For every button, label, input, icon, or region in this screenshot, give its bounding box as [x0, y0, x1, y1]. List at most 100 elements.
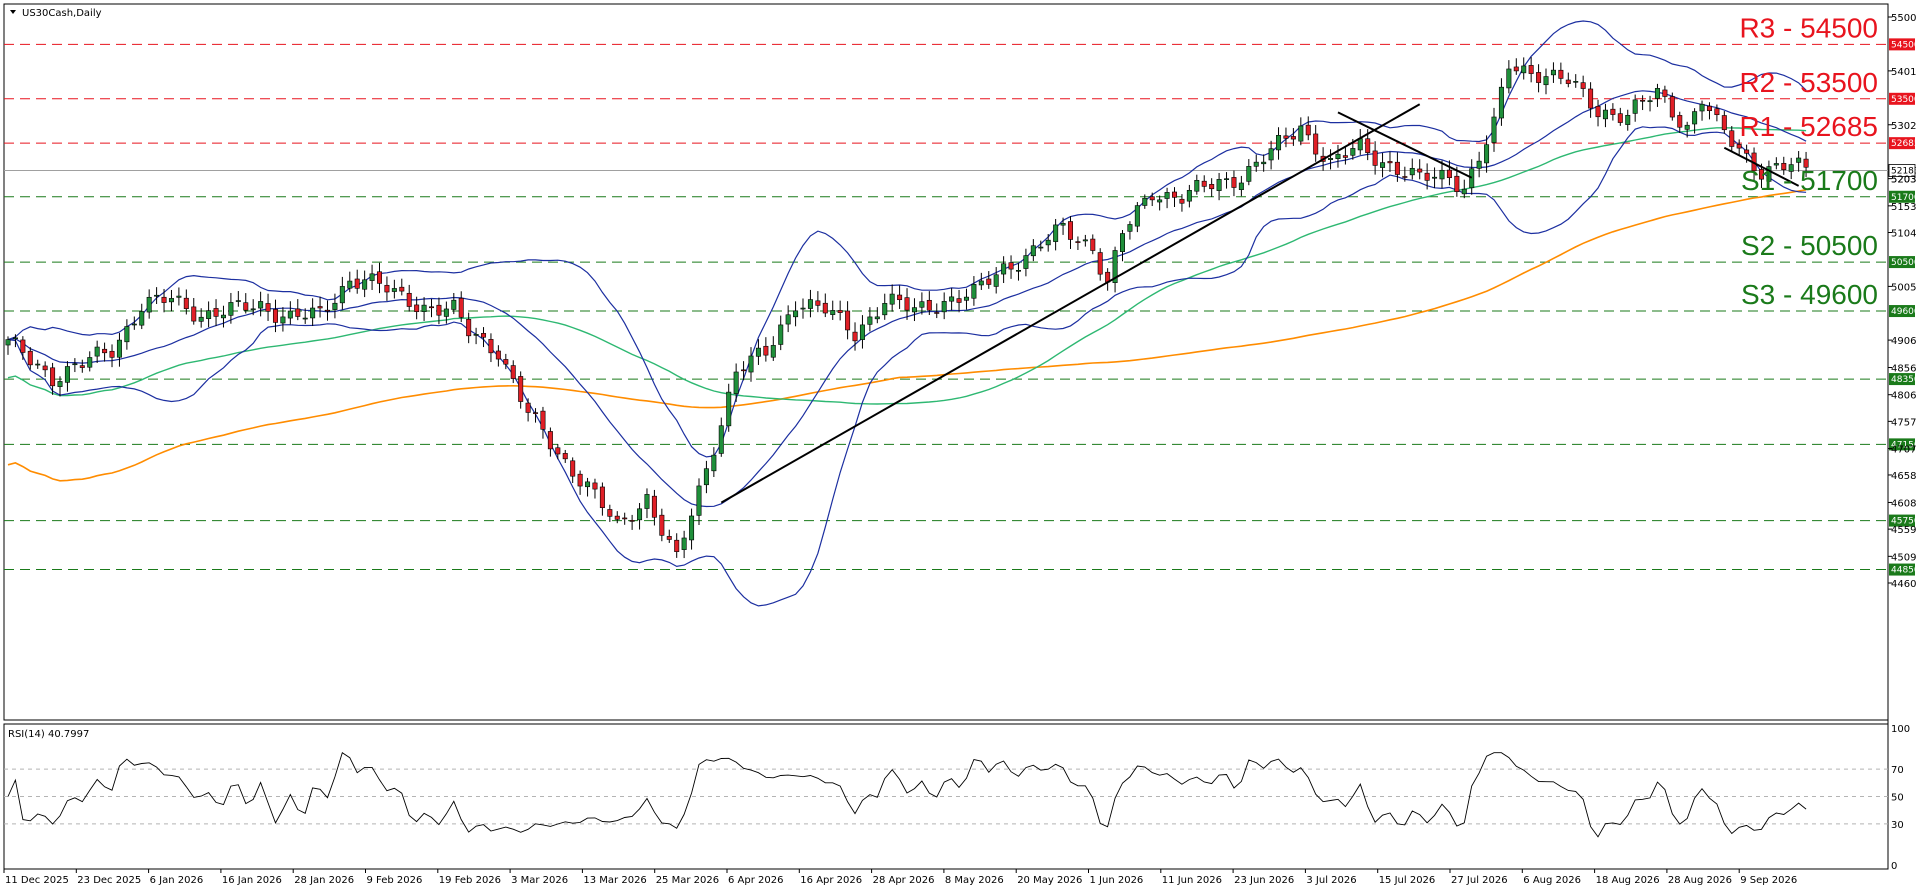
candle-body-214	[1595, 105, 1601, 118]
level-label-2: R1 - 52685	[1739, 111, 1878, 142]
level-label-0: R3 - 54500	[1739, 12, 1878, 43]
candle-body-53	[399, 286, 405, 292]
level-badge-7	[1889, 438, 1915, 451]
candle-body-236	[1758, 169, 1764, 180]
candle-body-76	[570, 460, 576, 477]
candle-body-48	[362, 279, 368, 290]
candle-body-16	[124, 326, 130, 343]
candle-body-33	[250, 308, 256, 311]
level-badge-2	[1889, 137, 1915, 150]
candle-body-116	[867, 316, 873, 325]
candle-body-205	[1528, 65, 1534, 74]
candle-body-197	[1469, 168, 1475, 189]
rsi-title: RSI(14) 40.7997	[8, 729, 89, 740]
y-tick-label-0: 55003	[1891, 13, 1916, 24]
x-tick-label-18: 3 Jul 2026	[1306, 875, 1356, 886]
rsi-tick-label-3: 30	[1891, 820, 1904, 831]
candle-body-154	[1149, 196, 1155, 201]
candle-body-97	[726, 391, 732, 427]
candle-body-27	[206, 310, 212, 319]
x-tick-label-13: 8 May 2026	[945, 875, 1004, 886]
candle-body-86	[644, 494, 650, 509]
x-tick-label-7: 3 Mar 2026	[511, 875, 568, 886]
candle-body-105	[785, 314, 791, 325]
candle-body-127	[949, 296, 955, 302]
level-badge-6	[1889, 373, 1915, 386]
candle-body-101	[755, 347, 761, 357]
candle-body-18	[139, 311, 145, 326]
collapse-triangle-icon[interactable]	[10, 10, 16, 14]
candle-body-146	[1090, 238, 1096, 251]
candle-body-37	[280, 316, 286, 324]
candle-body-66	[495, 350, 501, 360]
candle-body-238	[1773, 163, 1779, 166]
y-tick-label-3: 52033	[1891, 175, 1916, 186]
level-label-4: S2 - 50500	[1741, 230, 1878, 261]
candle-body-119	[889, 293, 895, 305]
candle-body-209	[1558, 69, 1564, 79]
candle-body-41	[310, 307, 316, 319]
candle-body-71	[533, 412, 539, 414]
candle-body-126	[941, 301, 947, 313]
candle-body-226	[1684, 124, 1690, 130]
candle-body-202	[1506, 68, 1512, 89]
candle-body-78	[585, 481, 591, 488]
candle-body-240	[1788, 164, 1794, 172]
candle-body-67	[503, 359, 509, 365]
candle-body-160	[1194, 180, 1200, 192]
candle-body-85	[637, 508, 643, 521]
candle-body-39	[295, 308, 301, 317]
candle-body-165	[1231, 177, 1237, 188]
candle-body-88	[659, 514, 665, 536]
candle-body-189	[1409, 167, 1415, 176]
candle-body-0	[5, 339, 11, 346]
x-tick-label-19: 15 Jul 2026	[1379, 875, 1436, 886]
x-tick-label-9: 25 Mar 2026	[656, 875, 719, 886]
candle-body-7	[57, 381, 63, 387]
candle-body-104	[778, 324, 784, 345]
candle-body-122	[911, 307, 917, 313]
candles-layer	[5, 56, 1809, 559]
ma-long-line	[7, 189, 1807, 482]
candle-body-63	[473, 334, 479, 336]
rsi-indicator-panel: 100 70 50 30 0	[4, 724, 1910, 872]
candle-body-192	[1432, 176, 1438, 179]
x-tick-label-6: 19 Feb 2026	[439, 875, 501, 886]
candle-body-35	[265, 303, 271, 312]
y-tick-label-1: 54013	[1891, 67, 1916, 78]
y-tick-label-2: 53023	[1891, 121, 1916, 132]
candle-body-162	[1209, 184, 1215, 190]
candle-body-184	[1372, 150, 1378, 166]
candle-body-103	[770, 345, 776, 358]
candle-body-70	[525, 402, 531, 413]
x-tick-label-15: 1 Jun 2026	[1090, 875, 1144, 886]
level-badge-text-0: 54500	[1891, 40, 1916, 50]
candle-body-232	[1729, 130, 1735, 147]
y-tick-label-8: 48563	[1891, 363, 1916, 374]
candle-body-220	[1640, 99, 1646, 102]
candle-body-57	[429, 306, 435, 309]
candle-body-231	[1721, 115, 1727, 131]
level-badge-8	[1889, 514, 1915, 527]
candle-body-164	[1224, 178, 1230, 180]
rsi-title-group: RSI(14) 40.7997	[8, 729, 89, 740]
candle-body-82	[614, 515, 620, 520]
candle-body-15	[116, 339, 122, 358]
candle-body-129	[963, 296, 969, 301]
bollinger-lower-line	[7, 126, 1807, 607]
candle-body-114	[852, 331, 858, 342]
bollinger-upper-line	[7, 20, 1807, 458]
x-tick-label-23: 28 Aug 2026	[1668, 875, 1732, 886]
candle-body-13	[102, 348, 108, 354]
candle-body-40	[302, 317, 308, 320]
candle-body-55	[414, 304, 420, 312]
candle-body-133	[993, 274, 999, 287]
candle-body-77	[577, 473, 583, 487]
candle-body-3	[27, 350, 33, 366]
candle-body-96	[718, 425, 724, 454]
x-tick-label-12: 28 Apr 2026	[873, 875, 935, 886]
candle-body-73	[547, 431, 553, 450]
candle-body-91	[681, 537, 687, 550]
level-label-3: S1 - 51700	[1741, 165, 1878, 196]
